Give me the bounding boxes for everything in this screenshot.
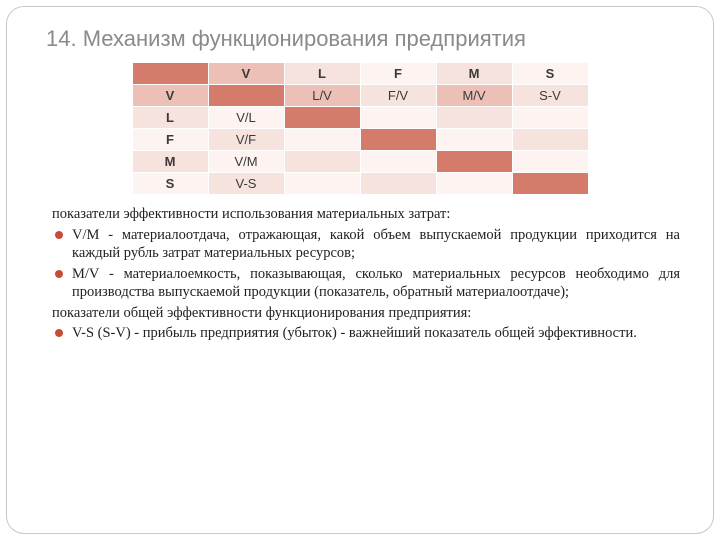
table-row: V L/VF/VM/VS-V [132,85,588,107]
table-cell: V/M [208,151,284,173]
table-cell [284,151,360,173]
slide: 14. Механизм функционирования предприяти… [0,0,720,540]
table-row: LV/L [132,107,588,129]
table-cell: M/V [436,85,512,107]
table-cell: V [208,63,284,85]
bullet-item: M/V - материалоемкость, показывающая, ск… [52,265,680,302]
table-row: SV-S [132,173,588,195]
table-cell [436,151,512,173]
table-cell [436,107,512,129]
table-cell [512,173,588,195]
body-text: показатели эффективности использования м… [18,205,702,343]
matrix-table-wrap: VLFMSVL/VF/VM/VS-VLV/LFV/FMV/MSV-S [18,62,702,195]
table-cell [436,129,512,151]
table-cell: F [360,63,436,85]
table-cell: S [132,173,208,195]
table-cell: L [284,63,360,85]
table-row: MV/M [132,151,588,173]
table-row: VLFMS [132,63,588,85]
table-cell: S-V [512,85,588,107]
table-cell: M [132,151,208,173]
slide-title: 14. Механизм функционирования предприяти… [46,26,702,52]
table-cell [132,63,208,85]
table-row: FV/F [132,129,588,151]
bullet-item: V-S (S-V) - прибыль предприятия (убыток)… [52,324,680,343]
table-cell [208,85,284,107]
table-cell: L/V [284,85,360,107]
table-cell: M [436,63,512,85]
table-cell [284,107,360,129]
table-cell: V-S [208,173,284,195]
table-cell: L [132,107,208,129]
table-cell: F/V [360,85,436,107]
table-cell [360,151,436,173]
table-cell: F [132,129,208,151]
table-cell [512,129,588,151]
table-cell: V/L [208,107,284,129]
matrix-table: VLFMSVL/VF/VM/VS-VLV/LFV/FMV/MSV-S [132,62,589,195]
table-cell [284,173,360,195]
table-cell [284,129,360,151]
paragraph: показатели общей эффективности функциони… [52,304,680,323]
table-cell: V [132,85,208,107]
table-cell [360,173,436,195]
table-cell [512,151,588,173]
bullet-item: V/M - материалоотдача, отражающая, какой… [52,226,680,263]
table-cell [512,107,588,129]
table-cell: S [512,63,588,85]
table-cell [436,173,512,195]
paragraph: показатели эффективности использования м… [52,205,680,224]
table-cell: V/F [208,129,284,151]
table-cell [360,129,436,151]
table-cell [360,107,436,129]
